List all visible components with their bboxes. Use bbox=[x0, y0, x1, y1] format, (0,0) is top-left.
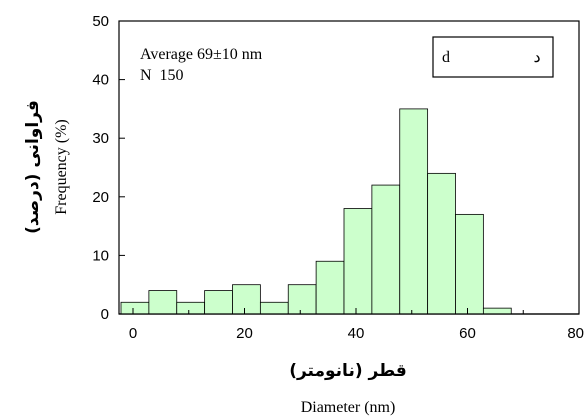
histogram-bar-6 bbox=[259, 301, 289, 315]
x-tick-label: 80 bbox=[567, 325, 584, 342]
panel-label-fa: د bbox=[533, 49, 540, 66]
y-tick-label: 20 bbox=[92, 189, 109, 206]
histogram-bar-14 bbox=[482, 307, 512, 315]
y-tick-labels: 0 10 20 30 40 50 bbox=[92, 13, 109, 323]
histogram-bar-1 bbox=[120, 301, 150, 315]
panel-label-box bbox=[432, 36, 554, 78]
y-tick-label: 10 bbox=[92, 247, 109, 264]
histogram-bar-3 bbox=[176, 301, 206, 315]
x-tick-label: 40 bbox=[348, 325, 365, 342]
histogram-bar-13 bbox=[455, 213, 484, 315]
x-axis-title-fa: قطر (نانومتر) bbox=[289, 361, 407, 381]
histogram-bar-4 bbox=[204, 290, 233, 315]
y-axis-title: Frequency (%) bbox=[53, 119, 70, 215]
histogram-bar-9 bbox=[343, 208, 373, 315]
histogram-bar-5 bbox=[232, 284, 261, 315]
x-axis-title: Diameter (nm) bbox=[301, 399, 396, 416]
x-tick-label: 60 bbox=[459, 325, 476, 342]
y-axis-title-fa: فراوانی (درصد) bbox=[23, 100, 43, 234]
y-tick-label: 0 bbox=[101, 306, 109, 323]
histogram-bar-8 bbox=[315, 260, 345, 315]
histogram-bar-11 bbox=[399, 108, 429, 315]
y-tick-label: 40 bbox=[92, 72, 109, 89]
annotation-average: Average 69±10 nm bbox=[140, 46, 263, 63]
x-tick-label: 20 bbox=[236, 325, 253, 342]
histogram-bar-10 bbox=[371, 184, 401, 315]
x-tick-label: 0 bbox=[129, 325, 137, 342]
histogram-bar-12 bbox=[427, 172, 456, 315]
y-tick-label: 50 bbox=[92, 13, 109, 30]
ticks-group bbox=[119, 20, 580, 315]
x-tick-labels: 0 20 40 60 80 bbox=[129, 325, 584, 342]
bars-group bbox=[119, 108, 579, 315]
panel-label: d bbox=[442, 49, 450, 66]
y-tick-label: 30 bbox=[92, 130, 109, 147]
histogram-bar-7 bbox=[287, 284, 317, 315]
histogram-bar-2 bbox=[148, 290, 178, 315]
annotation-count: N 150 bbox=[140, 67, 184, 84]
